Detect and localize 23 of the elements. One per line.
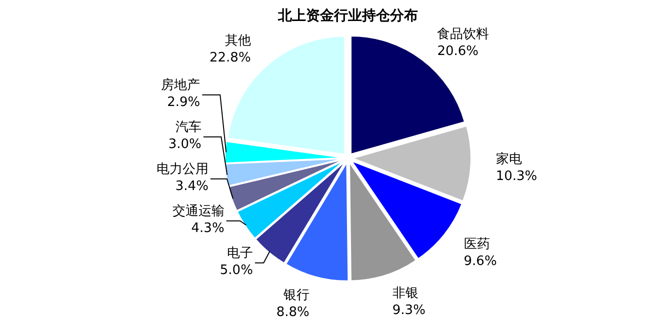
data-label: 3.4%: [175, 178, 208, 194]
slice-label: 电子: [226, 246, 253, 261]
data-label: 10.3%: [496, 168, 538, 184]
data-label: 20.6%: [437, 44, 479, 59]
slice-label: 房地产: [161, 76, 200, 93]
slice-label: 家电: [496, 150, 522, 167]
slice-label: 汽车: [175, 120, 202, 135]
slice-label: 食品饮料: [437, 26, 490, 42]
data-label: 4.3%: [191, 220, 224, 236]
data-label: 5.0%: [220, 262, 253, 278]
slice-label: 非银: [392, 286, 418, 302]
slice-label: 银行: [282, 288, 310, 303]
slice-label: 医药: [464, 237, 490, 252]
slice-label: 其他: [224, 33, 251, 48]
data-label: 8.8%: [276, 304, 310, 320]
chart-title: 北上资金行业持仓分布: [277, 8, 418, 24]
data-label: 9.3%: [392, 303, 426, 318]
slice-label: 电力公用: [156, 162, 208, 177]
slice-label: 交通运输: [172, 202, 224, 219]
data-label: 9.6%: [464, 254, 497, 270]
data-label: 22.8%: [210, 50, 251, 66]
data-label: 3.0%: [168, 136, 202, 152]
data-label: 2.9%: [167, 94, 200, 110]
